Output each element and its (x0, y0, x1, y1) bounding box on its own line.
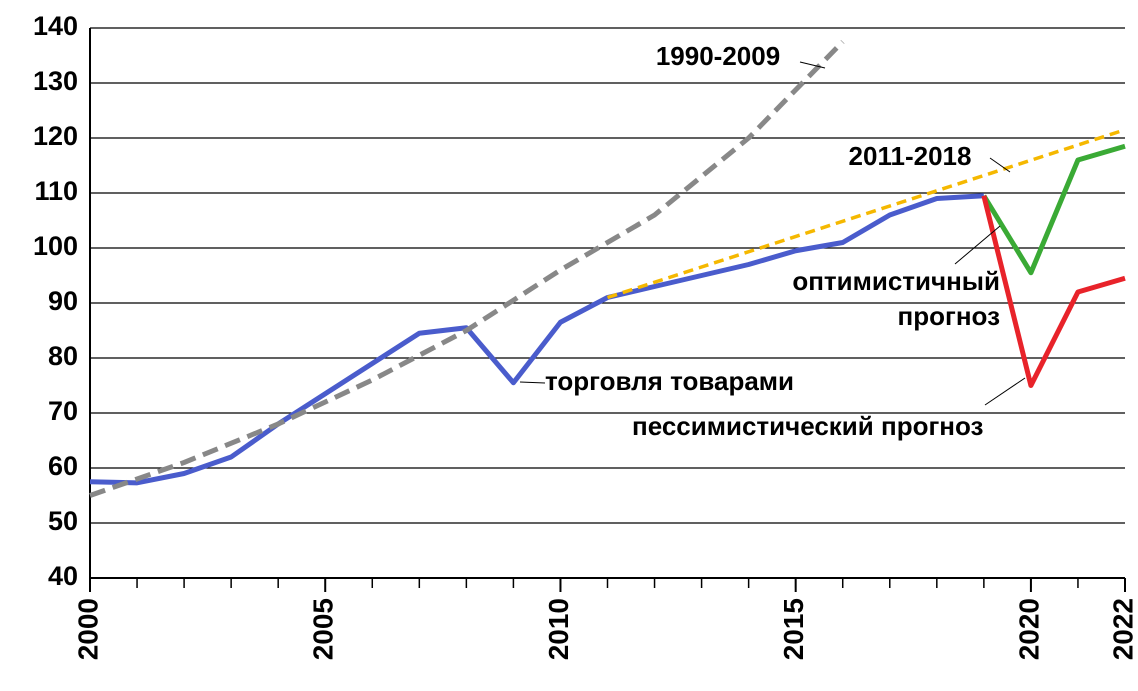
x-tick-label: 2020 (1013, 598, 1044, 660)
annotation: 1990-2009 (656, 41, 780, 71)
annotation: прогноз (898, 301, 1001, 331)
x-tick-label: 2022 (1107, 598, 1138, 660)
y-tick-label: 50 (48, 506, 78, 536)
leader-line (954, 225, 1001, 265)
series-line (89, 193, 985, 486)
y-tick-label: 120 (33, 121, 78, 151)
series-line (606, 128, 1126, 300)
leader-line (519, 381, 546, 384)
x-tick-label: 2000 (72, 598, 103, 660)
y-tick-label: 100 (33, 231, 78, 261)
leader-line (989, 157, 1011, 173)
leader-line (799, 61, 826, 69)
y-tick-label: 80 (48, 341, 78, 371)
annotation: торговля товарами (545, 366, 794, 396)
series-line (981, 143, 1126, 276)
x-tick-label: 2010 (543, 598, 574, 660)
y-tick-label: 110 (34, 176, 78, 206)
y-tick-label: 130 (33, 66, 78, 96)
annotation: пессимистический прогноз (632, 411, 984, 441)
x-tick-label: 2015 (778, 598, 809, 660)
y-tick-label: 140 (33, 11, 78, 41)
annotation: 2011-2018 (849, 141, 972, 171)
series-line (981, 195, 1126, 388)
annotation: оптимистичный (792, 266, 1000, 296)
series-line (89, 40, 845, 498)
x-tick-label: 2005 (308, 598, 339, 660)
y-tick-label: 60 (48, 451, 78, 481)
y-tick-label: 70 (48, 396, 78, 426)
y-tick-label: 40 (48, 561, 78, 591)
leader-line (984, 377, 1026, 406)
y-tick-label: 90 (48, 286, 78, 316)
